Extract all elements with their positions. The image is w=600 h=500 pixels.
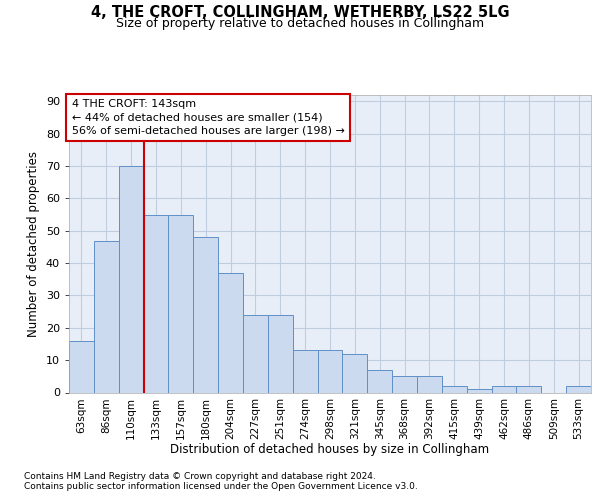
Bar bbox=[566, 386, 591, 392]
Bar bbox=[467, 390, 491, 392]
Bar bbox=[119, 166, 143, 392]
Bar bbox=[268, 315, 293, 392]
Bar bbox=[193, 238, 218, 392]
Bar bbox=[293, 350, 317, 393]
Bar bbox=[169, 214, 193, 392]
Bar bbox=[491, 386, 517, 392]
Text: 4, THE CROFT, COLLINGHAM, WETHERBY, LS22 5LG: 4, THE CROFT, COLLINGHAM, WETHERBY, LS22… bbox=[91, 5, 509, 20]
Text: 4 THE CROFT: 143sqm
← 44% of detached houses are smaller (154)
56% of semi-detac: 4 THE CROFT: 143sqm ← 44% of detached ho… bbox=[71, 100, 344, 136]
Bar bbox=[517, 386, 541, 392]
Bar bbox=[343, 354, 367, 393]
Bar bbox=[69, 341, 94, 392]
Bar bbox=[417, 376, 442, 392]
Bar bbox=[218, 273, 243, 392]
Bar bbox=[243, 315, 268, 392]
Text: Size of property relative to detached houses in Collingham: Size of property relative to detached ho… bbox=[116, 18, 484, 30]
Text: Contains public sector information licensed under the Open Government Licence v3: Contains public sector information licen… bbox=[24, 482, 418, 491]
Bar bbox=[94, 240, 119, 392]
Text: Distribution of detached houses by size in Collingham: Distribution of detached houses by size … bbox=[170, 442, 490, 456]
Bar bbox=[392, 376, 417, 392]
Bar bbox=[143, 214, 169, 392]
Bar bbox=[442, 386, 467, 392]
Bar bbox=[367, 370, 392, 392]
Y-axis label: Number of detached properties: Number of detached properties bbox=[27, 151, 40, 337]
Bar bbox=[317, 350, 343, 393]
Text: Contains HM Land Registry data © Crown copyright and database right 2024.: Contains HM Land Registry data © Crown c… bbox=[24, 472, 376, 481]
